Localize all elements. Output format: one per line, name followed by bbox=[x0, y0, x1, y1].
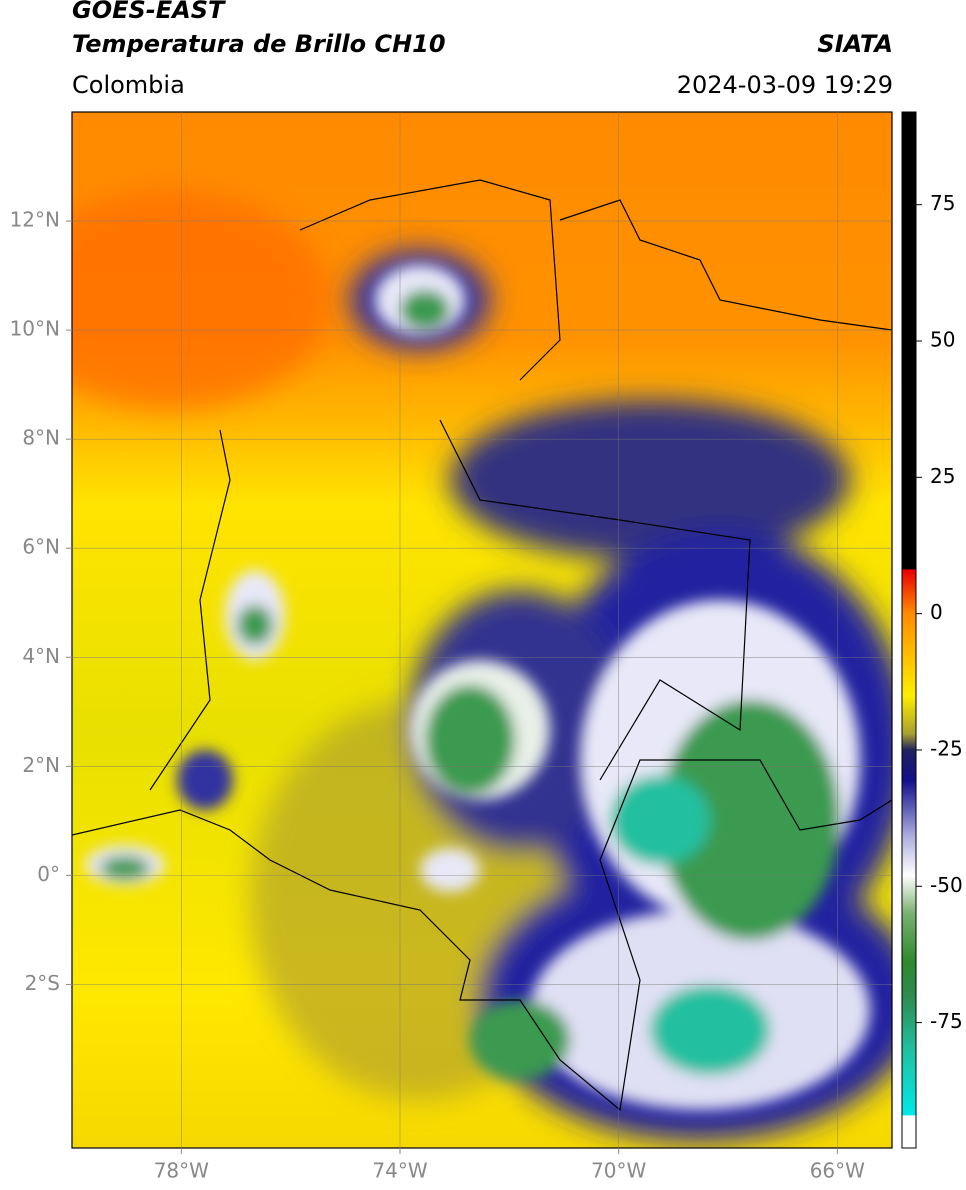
map-frame bbox=[71, 111, 893, 1149]
x-tick-label: 74°W bbox=[372, 1159, 427, 1183]
y-tick-label: 6°N bbox=[22, 535, 60, 559]
colorbar-tick-label: 75 bbox=[930, 191, 955, 215]
y-tick-label: 2°N bbox=[22, 753, 60, 777]
satellite-image bbox=[72, 112, 892, 1148]
y-tick-label: 8°N bbox=[22, 426, 60, 450]
colorbar-tick-label: 25 bbox=[930, 464, 955, 488]
title: GOES-EAST bbox=[72, 0, 225, 24]
x-tick-label: 78°W bbox=[154, 1159, 209, 1183]
y-tick-label: 10°N bbox=[10, 317, 60, 341]
colorbar-tick-label: -25 bbox=[930, 736, 963, 760]
region: Colombia bbox=[72, 71, 185, 99]
subtitle: Temperatura de Brillo CH10 bbox=[72, 30, 446, 58]
colorbar bbox=[901, 111, 917, 1149]
colorbar-tick-label: 0 bbox=[930, 600, 943, 624]
datetime: 2024-03-09 19:29 bbox=[676, 71, 893, 99]
colorbar-tick-label: -50 bbox=[930, 873, 963, 897]
x-tick-label: 70°W bbox=[591, 1159, 646, 1183]
colorbar-tick-label: 50 bbox=[930, 328, 955, 352]
x-tick-label: 66°W bbox=[810, 1159, 865, 1183]
y-tick-label: 4°N bbox=[22, 644, 60, 668]
y-tick-label: 12°N bbox=[10, 208, 60, 232]
colorbar-tick-label: -75 bbox=[930, 1009, 963, 1033]
y-tick-label: 2°S bbox=[25, 971, 60, 995]
source: SIATA bbox=[817, 30, 893, 58]
y-tick-label: 0° bbox=[37, 862, 60, 886]
